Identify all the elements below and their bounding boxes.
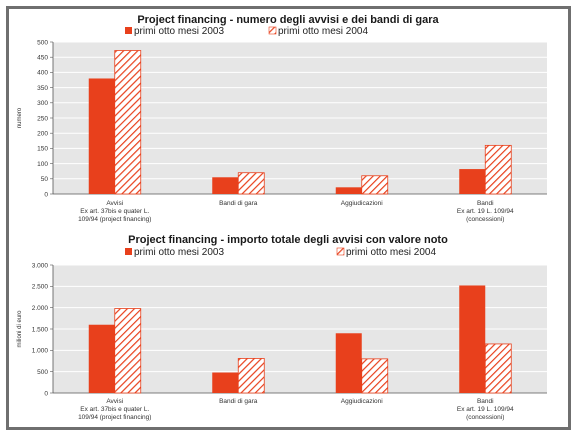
chart-title: Project financing - numero degli avvisi … <box>137 14 439 26</box>
category-label: Ex art. 37bis e quater L. <box>80 406 149 413</box>
category-label: (concessioni) <box>466 216 504 223</box>
y-tick-label: 250 <box>37 115 48 122</box>
category-label: Bandi di gara <box>219 200 258 207</box>
bar-2004-cat-3 <box>484 144 512 195</box>
y-tick-label: 0 <box>44 191 48 198</box>
legend-swatch-2004 <box>336 247 345 256</box>
y-tick-label: 350 <box>37 85 48 92</box>
y-tick-label: 150 <box>37 146 48 153</box>
category-label: Bandi <box>477 200 494 207</box>
y-tick-label: 400 <box>37 70 48 77</box>
y-tick-label: 1.500 <box>32 326 49 333</box>
figure-frame: Project financing - numero degli avvisi … <box>6 6 571 430</box>
bar-2003-cat-3 <box>459 285 486 393</box>
legend-label-2003: primi otto mesi 2003 <box>134 247 224 258</box>
y-tick-label: 50 <box>41 176 49 183</box>
y-tick-label: 3.000 <box>32 262 49 269</box>
category-label: Bandi di gara <box>219 398 258 405</box>
category-label: Avvisi <box>106 200 123 207</box>
y-tick-label: 0 <box>44 390 48 397</box>
chart-importo-totale: Project financing - importo totale degli… <box>17 234 547 421</box>
y-tick-label: 200 <box>37 131 48 138</box>
chart-numero-avvisi: Project financing - numero degli avvisi … <box>17 14 547 223</box>
category-label: Avvisi <box>106 398 123 405</box>
y-tick-label: 2.000 <box>32 305 49 312</box>
category-label: (concessioni) <box>466 414 504 421</box>
legend-label-2004: primi otto mesi 2004 <box>278 26 368 37</box>
y-axis-label: numero <box>17 107 23 128</box>
bar-2003-cat-2 <box>335 333 362 393</box>
bar-2003-cat-3 <box>459 169 486 194</box>
bar-2004-cat-3 <box>484 343 512 394</box>
bar-2004-cat-1 <box>237 358 265 394</box>
chart-title: Project financing - importo totale degli… <box>128 234 448 246</box>
bar-2004-cat-1 <box>237 172 265 195</box>
category-label: Aggiudicazioni <box>341 398 383 405</box>
y-tick-label: 500 <box>37 369 48 376</box>
bar-2003-cat-0 <box>88 78 115 194</box>
category-label: Bandi <box>477 398 494 405</box>
category-label: Aggiudicazioni <box>341 200 383 207</box>
category-label: Ex art. 19 L. 109/94 <box>457 406 514 413</box>
y-tick-label: 450 <box>37 55 48 62</box>
y-tick-label: 300 <box>37 100 48 107</box>
y-tick-label: 1.000 <box>32 348 49 355</box>
category-label: 109/94 (project financing) <box>78 414 151 421</box>
category-label: Ex art. 37bis e quater L. <box>80 208 149 215</box>
category-label: Ex art. 19 L. 109/94 <box>457 208 514 215</box>
bar-2004-cat-0 <box>114 308 142 394</box>
bar-2004-cat-2 <box>361 175 389 195</box>
bar-2003-cat-1 <box>212 177 239 194</box>
legend-label-2003: primi otto mesi 2003 <box>134 26 224 37</box>
y-tick-label: 100 <box>37 161 48 168</box>
charts-canvas: Project financing - numero degli avvisi … <box>17 14 547 421</box>
y-tick-label: 500 <box>37 39 48 46</box>
bar-2004-cat-0 <box>114 50 142 195</box>
bar-2003-cat-0 <box>88 324 115 393</box>
y-tick-label: 2.500 <box>32 284 49 291</box>
y-axis-label: milioni di euro <box>17 310 23 348</box>
category-label: 109/94 (project financing) <box>78 216 151 223</box>
legend-swatch-2003 <box>125 27 132 34</box>
bar-2004-cat-2 <box>361 358 389 394</box>
legend-swatch-2004 <box>268 26 277 35</box>
legend-swatch-2003 <box>125 248 132 255</box>
bar-2003-cat-2 <box>335 187 362 194</box>
legend-label-2004: primi otto mesi 2004 <box>346 247 436 258</box>
bar-2003-cat-1 <box>212 372 239 393</box>
